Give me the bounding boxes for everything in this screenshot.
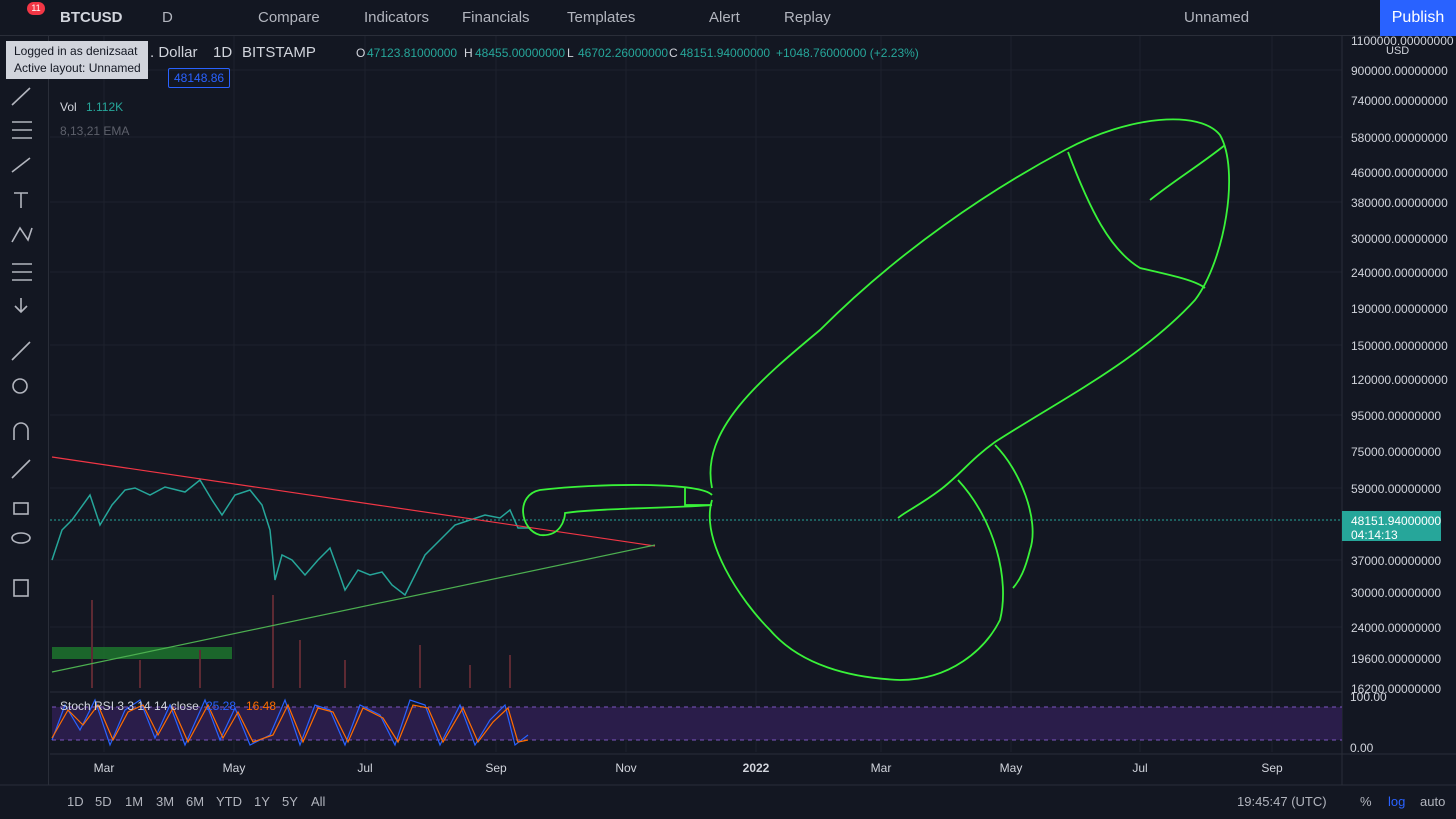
change: +1048.76000000 (+2.23%) <box>776 46 919 60</box>
ohlc-value: 48455.00000000 <box>475 46 566 60</box>
time-label: Nov <box>615 761 637 775</box>
price-label: 190000.00000000 <box>1351 302 1448 316</box>
toolbar-button[interactable]: Compare <box>258 9 320 26</box>
trend-line <box>51 456 656 547</box>
ohlc-key: L <box>567 46 574 60</box>
range-button[interactable]: All <box>311 794 326 809</box>
symbol[interactable]: BTCUSD <box>60 9 123 26</box>
time-label: Mar <box>870 761 892 775</box>
stoch-d-value: 16.48 <box>246 699 277 713</box>
time-label: Mar <box>93 761 115 775</box>
volume-label: Vol <box>60 100 77 114</box>
price-label: 380000.00000000 <box>1351 196 1448 210</box>
scale-option[interactable]: log <box>1388 794 1406 809</box>
freehand-drawing <box>522 118 1230 681</box>
price-label: 300000.00000000 <box>1351 232 1448 246</box>
stoch-k <box>51 698 529 747</box>
stoch-band <box>52 707 1342 740</box>
range-button[interactable]: 6M <box>186 794 205 809</box>
stoch-title: Stoch RSI 3 3 14 14 close <box>60 699 199 713</box>
tooltip-line: Logged in as denizsaat <box>14 44 138 58</box>
clock: 19:45:47 (UTC) <box>1237 794 1327 809</box>
toolbar-button[interactable]: Templates <box>567 9 636 26</box>
grid <box>50 36 1342 752</box>
toolbar-button[interactable]: Indicators <box>364 9 430 26</box>
time-label: May <box>999 761 1023 775</box>
volume-value: 1.112K <box>86 100 124 114</box>
price-label: 95000.00000000 <box>1351 409 1442 423</box>
range-button[interactable]: 1M <box>125 794 144 809</box>
time-label: Sep <box>1261 761 1283 775</box>
legend-interval: 1D <box>213 44 233 61</box>
toolbar-button[interactable]: Alert <box>709 9 740 26</box>
price-label: 120000.00000000 <box>1351 373 1448 387</box>
time-label: 2022 <box>742 761 770 775</box>
range-button[interactable]: 1D <box>67 794 84 809</box>
price-label: 30000.00000000 <box>1351 586 1442 600</box>
top-bar <box>0 0 1456 36</box>
trend-line <box>51 544 656 673</box>
publish-button[interactable]: Publish <box>1380 0 1456 36</box>
price-label: 1100000.00000000 <box>1351 34 1454 48</box>
ohlc-value: 46702.26000000 <box>578 46 669 60</box>
countdown: 04:14:13 <box>1351 528 1398 542</box>
scale-option[interactable]: % <box>1360 794 1372 809</box>
stoch-d <box>51 703 529 744</box>
time-label: Sep <box>485 761 507 775</box>
interval[interactable]: D <box>162 9 173 26</box>
range-button[interactable]: 1Y <box>254 794 270 809</box>
layout-name[interactable]: Unnamed <box>1184 9 1250 26</box>
legend-exchange: BITSTAMP <box>242 44 316 61</box>
price-label: 75000.00000000 <box>1351 445 1442 459</box>
price-label: 580000.00000000 <box>1351 131 1448 145</box>
time-label: Jul <box>357 761 373 775</box>
ohlc-value: 48151.94000000 <box>680 46 771 60</box>
price-label: 37000.00000000 <box>1351 554 1442 568</box>
price-label: 150000.00000000 <box>1351 339 1448 353</box>
ohlc-key: H <box>464 46 473 60</box>
tooltip: Logged in as denizsaat Active layout: Un… <box>6 41 148 79</box>
toolbar-button[interactable]: Financials <box>462 9 530 26</box>
price-label: 24000.00000000 <box>1351 621 1442 635</box>
currency[interactable]: USD <box>1386 45 1410 57</box>
ohlc-key: C <box>669 46 678 60</box>
stoch-scale: 100.00 <box>1350 690 1387 704</box>
range-button[interactable]: 5Y <box>282 794 298 809</box>
stoch-scale: 0.00 <box>1350 741 1374 755</box>
tooltip-line: Active layout: Unnamed <box>14 61 141 75</box>
price-label: 740000.00000000 <box>1351 94 1448 108</box>
price-label: 59000.00000000 <box>1351 482 1442 496</box>
price-label: 19600.00000000 <box>1351 652 1442 666</box>
last-price-box <box>1342 511 1441 541</box>
ohlc-value: 47123.81000000 <box>367 46 458 60</box>
scale-option[interactable]: auto <box>1420 794 1446 809</box>
price-series <box>51 478 530 597</box>
time-label: May <box>222 761 246 775</box>
legend-symbol: . Dollar <box>150 44 198 61</box>
toolbar-button[interactable]: Replay <box>784 9 831 26</box>
notification-badge[interactable]: 11 <box>27 2 45 15</box>
last-price: 48151.94000000 <box>1351 514 1442 528</box>
range-button[interactable]: YTD <box>216 794 242 809</box>
left-toolbar <box>0 36 49 785</box>
range-button[interactable]: 3M <box>156 794 175 809</box>
time-label: Jul <box>1132 761 1148 775</box>
price-label: 900000.00000000 <box>1351 64 1448 78</box>
price-label: 460000.00000000 <box>1351 166 1448 180</box>
ohlc-key: O <box>356 46 366 60</box>
price-box[interactable]: 48148.86 <box>168 68 231 88</box>
price-label: 16200.00000000 <box>1351 682 1442 696</box>
volume-bars <box>91 595 511 688</box>
range-button[interactable]: 5D <box>95 794 112 809</box>
stoch-k-value: 25.28 <box>206 699 237 713</box>
price-label: 240000.00000000 <box>1351 266 1448 280</box>
ema-label: 8,13,21 EMA <box>60 124 130 138</box>
